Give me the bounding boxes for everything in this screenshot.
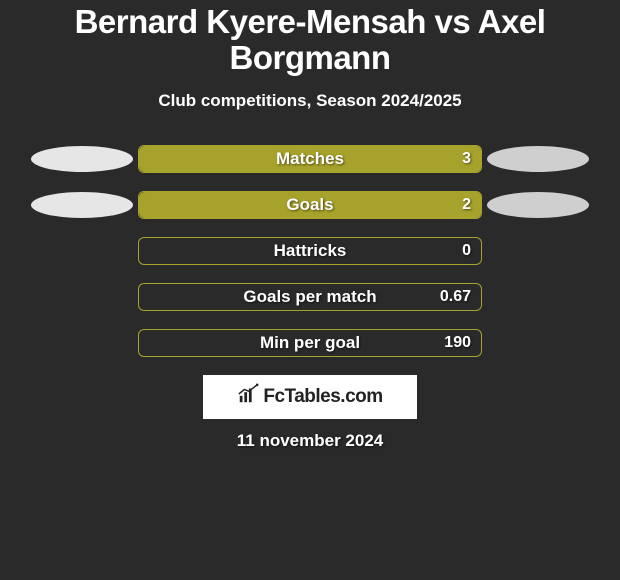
right-ellipse [487,192,589,218]
bar-area: Hattricks0 [137,237,483,265]
right-ellipse-slot [483,192,593,218]
stat-row: Goals per match0.67 [0,279,620,315]
right-ellipse-slot [483,146,593,172]
page-title: Bernard Kyere-Mensah vs Axel Borgmann [0,4,620,77]
date-text: 11 november 2024 [0,431,620,451]
stat-value-right: 0 [462,238,471,264]
stat-label: Min per goal [139,330,481,356]
right-ellipse [487,146,589,172]
brand-box: FcTables.com [203,375,417,419]
bar-outline: Min per goal190 [138,329,482,357]
stat-value-right: 0.67 [440,284,471,310]
bar-outline: Goals2 [138,191,482,219]
left-ellipse-slot [27,146,137,172]
brand-chart-icon [237,383,259,410]
bar-outline: Goals per match0.67 [138,283,482,311]
stat-row: Matches3 [0,141,620,177]
comparison-chart: Matches3Goals2Hattricks0Goals per match0… [0,141,620,361]
subtitle: Club competitions, Season 2024/2025 [0,91,620,111]
bar-area: Matches3 [137,145,483,173]
left-ellipse-slot [27,192,137,218]
left-ellipse [31,146,133,172]
stat-label: Hattricks [139,238,481,264]
bar-area: Goals per match0.67 [137,283,483,311]
stat-value-right: 190 [444,330,471,356]
bar-outline: Hattricks0 [138,237,482,265]
bar-area: Goals2 [137,191,483,219]
stat-row: Goals2 [0,187,620,223]
stat-label: Goals per match [139,284,481,310]
bar-outline: Matches3 [138,145,482,173]
bar-area: Min per goal190 [137,329,483,357]
bar-fill-left [139,146,481,172]
bar-fill-left [139,192,481,218]
stat-row: Min per goal190 [0,325,620,361]
stat-row: Hattricks0 [0,233,620,269]
left-ellipse [31,192,133,218]
brand-text: FcTables.com [263,386,382,408]
